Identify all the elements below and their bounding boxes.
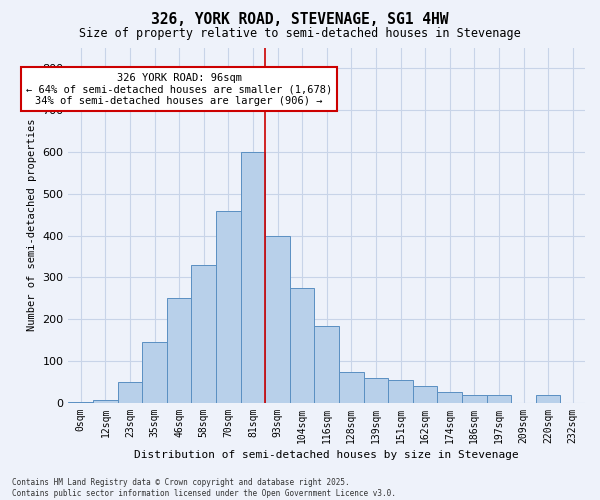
Text: Contains HM Land Registry data © Crown copyright and database right 2025.
Contai: Contains HM Land Registry data © Crown c… [12,478,396,498]
Bar [265,236,290,403]
Y-axis label: Number of semi-detached properties: Number of semi-detached properties [27,119,37,332]
Bar [216,210,241,403]
Bar [437,392,462,403]
Bar [142,342,167,403]
X-axis label: Distribution of semi-detached houses by size in Stevenage: Distribution of semi-detached houses by … [134,450,519,460]
Bar [462,394,487,403]
Bar [118,382,142,403]
Bar [339,372,364,403]
Text: Size of property relative to semi-detached houses in Stevenage: Size of property relative to semi-detach… [79,28,521,40]
Bar [536,394,560,403]
Bar [241,152,265,403]
Bar [167,298,191,403]
Text: 326 YORK ROAD: 96sqm
← 64% of semi-detached houses are smaller (1,678)
34% of se: 326 YORK ROAD: 96sqm ← 64% of semi-detac… [26,72,332,106]
Bar [68,402,93,403]
Bar [290,288,314,403]
Bar [191,265,216,403]
Bar [364,378,388,403]
Text: 326, YORK ROAD, STEVENAGE, SG1 4HW: 326, YORK ROAD, STEVENAGE, SG1 4HW [151,12,449,28]
Bar [388,380,413,403]
Bar [314,326,339,403]
Bar [487,394,511,403]
Bar [93,400,118,403]
Bar [413,386,437,403]
